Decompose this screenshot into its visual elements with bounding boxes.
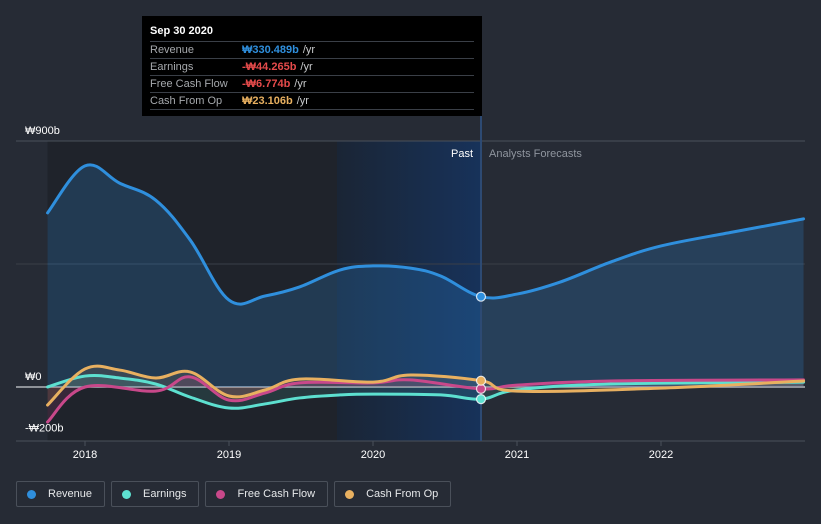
x-tick-label: 2018 <box>73 449 97 461</box>
y-axis: ₩900b ₩0 -₩200b <box>25 125 64 435</box>
y-tick-label: ₩0 <box>25 371 42 383</box>
legend-dot-icon <box>122 489 132 499</box>
y-tick-label: ₩900b <box>25 125 60 137</box>
tooltip-value: -₩6.774b <box>242 78 291 90</box>
tooltip-row-cash-from-op: Cash From Op ₩23.106b /yr <box>150 93 474 110</box>
tooltip-unit: /yr <box>294 78 307 90</box>
x-tick-label: 2020 <box>361 449 385 461</box>
legend-item-revenue[interactable]: Revenue <box>16 481 106 507</box>
tooltip-markers <box>475 291 487 405</box>
legend-dot-icon <box>345 489 355 499</box>
tooltip-unit: /yr <box>302 44 316 56</box>
past-label: Past <box>451 148 473 160</box>
tooltip-value: ₩23.106b <box>242 95 293 107</box>
area-revenue <box>47 164 804 387</box>
legend-dot-icon <box>27 489 36 499</box>
legend-dot-icon <box>216 489 226 499</box>
tooltip-row-revenue: Revenue ₩330.489b /yr <box>150 42 474 59</box>
tooltip-label: Free Cash Flow <box>150 78 228 90</box>
highlight-region <box>337 141 481 441</box>
line-free-cash-flow <box>46 375 806 424</box>
legend-item-cash-from-op[interactable]: Cash From Op <box>334 481 452 507</box>
area-free-cash-flow <box>47 376 804 422</box>
line-cash-from-op <box>46 364 806 407</box>
legend-item-earnings[interactable]: Earnings <box>111 481 200 507</box>
series-lines <box>46 163 806 424</box>
legend-label: Cash From Op <box>366 488 439 500</box>
tooltip-label: Earnings <box>150 61 194 73</box>
tooltip-label: Cash From Op <box>150 95 223 107</box>
x-tick-label: 2021 <box>505 449 529 461</box>
legend: Revenue Earnings Free Cash Flow Cash Fro… <box>16 481 452 507</box>
tooltip-row-free-cash-flow: Free Cash Flow -₩6.774b /yr <box>150 76 474 93</box>
tooltip-unit: /yr <box>296 95 309 107</box>
x-axis: 2018 2019 2020 2021 2022 <box>73 441 673 461</box>
tooltip: Sep 30 2020 Revenue ₩330.489b /yr Earnin… <box>142 16 482 116</box>
tooltip-value: -₩44.265b <box>242 61 297 73</box>
marker-revenue <box>475 291 487 302</box>
marker-earnings <box>475 393 487 405</box>
legend-item-free-cash-flow[interactable]: Free Cash Flow <box>205 481 329 507</box>
x-tick-label: 2019 <box>217 449 241 461</box>
x-tick-label: 2022 <box>649 449 673 461</box>
forecast-label: Analysts Forecasts <box>489 148 582 160</box>
y-tick-label: -₩200b <box>25 423 64 435</box>
line-revenue <box>46 163 806 306</box>
marker-cash-from-op <box>475 375 487 386</box>
tooltip-date: Sep 30 2020 <box>150 24 474 42</box>
legend-label: Revenue <box>48 488 93 500</box>
area-cash-from-op <box>47 366 804 406</box>
line-earnings <box>46 373 806 410</box>
tooltip-row-earnings: Earnings -₩44.265b /yr <box>150 59 474 76</box>
tooltip-label: Revenue <box>150 44 195 56</box>
legend-label: Earnings <box>143 488 187 500</box>
tooltip-value: ₩330.489b <box>242 44 299 56</box>
legend-label: Free Cash Flow <box>237 488 316 500</box>
tooltip-unit: /yr <box>300 61 313 73</box>
